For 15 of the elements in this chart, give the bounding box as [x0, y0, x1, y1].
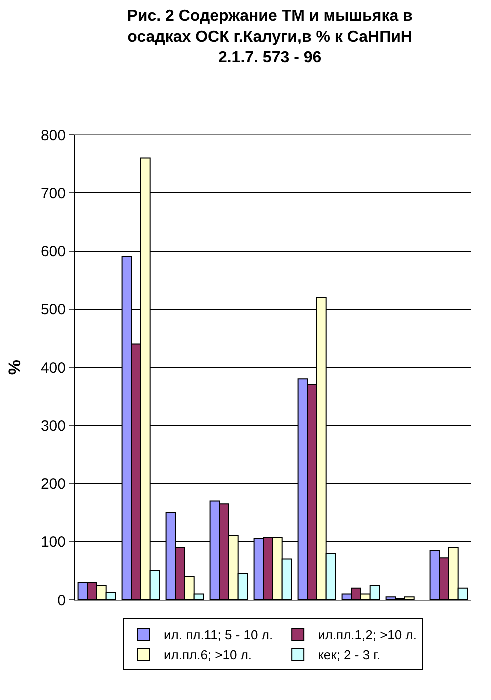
- y-tick-label: 800: [40, 127, 66, 144]
- legend-label: ил.пл.6; >10 л.: [164, 648, 252, 663]
- y-tick-label: 400: [40, 360, 66, 377]
- y-tick-label: 700: [40, 185, 66, 202]
- y-tick-label: 600: [40, 244, 66, 260]
- y-tick-label: 300: [40, 418, 66, 435]
- legend-label: ил.пл.1,2; >10 л.: [318, 628, 417, 643]
- y-tick-label: 500: [40, 302, 66, 319]
- chart-title: Рис. 2 Содержание ТМ и мышьяка в осадках ОСК г.Калуги,в % к СаНПиН 2.1.7. 573 - 96: [127, 8, 414, 67]
- legend-label: ил. пл.11; 5 - 10 л.: [164, 628, 274, 643]
- legend-label: кек; 2 - 3 г.: [318, 648, 380, 663]
- y-tick-label: 200: [40, 476, 66, 493]
- y-tick-label: 100: [40, 534, 66, 552]
- y-axis-title: %: [6, 360, 25, 376]
- y-tick-label: 0: [58, 592, 66, 610]
